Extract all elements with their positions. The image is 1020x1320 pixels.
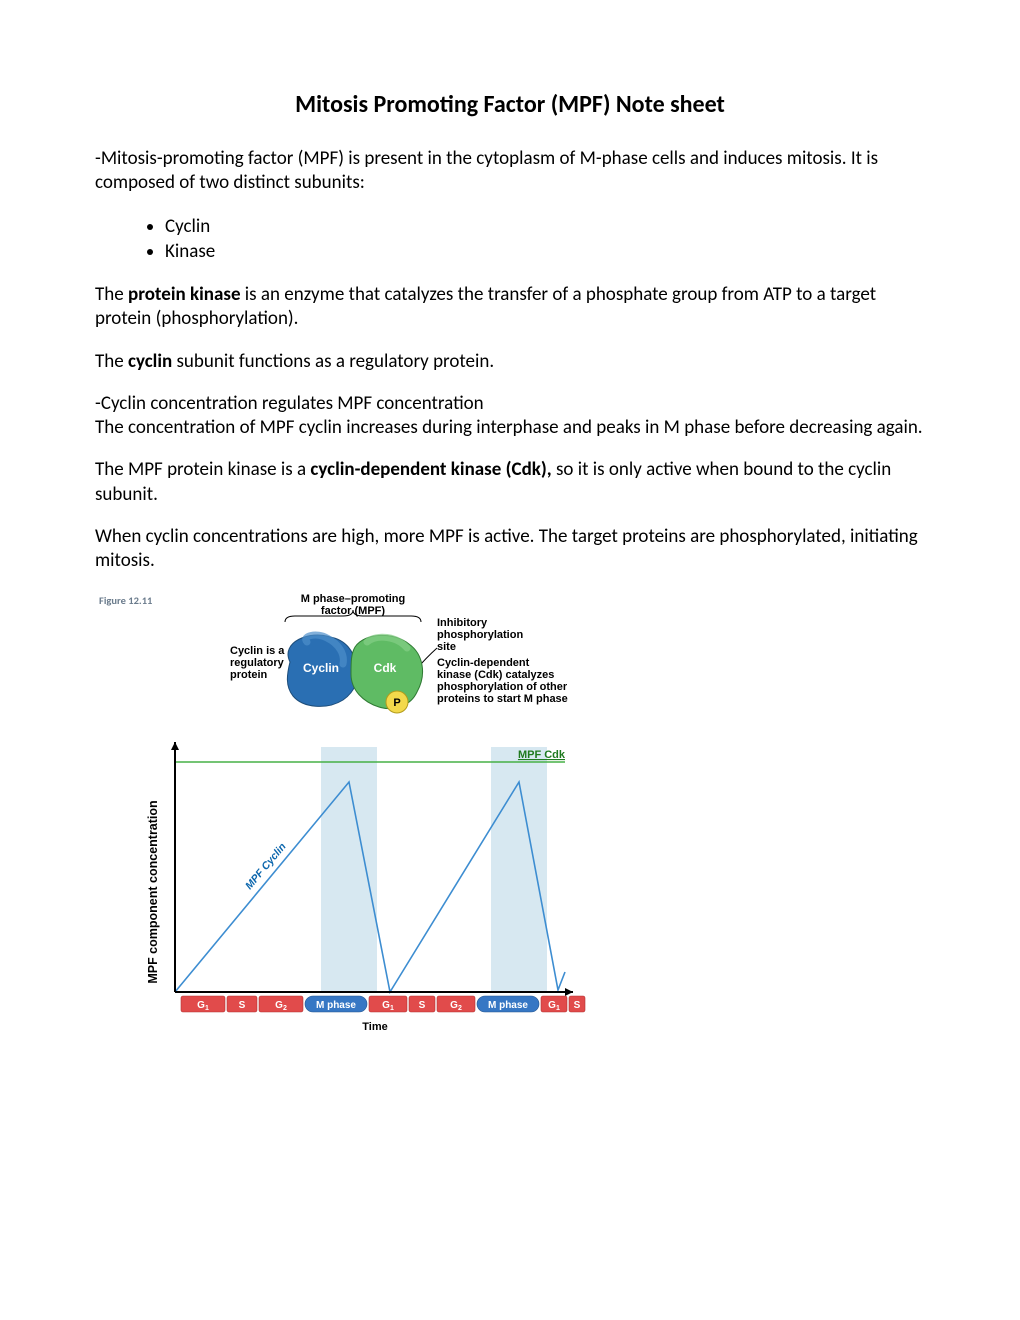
cdk-legend: MPF Cdk bbox=[518, 749, 566, 761]
svg-text:S: S bbox=[574, 1000, 581, 1011]
mpf-title-2: factor (MPF) bbox=[321, 605, 386, 617]
text: The bbox=[95, 283, 128, 306]
text: The bbox=[95, 350, 128, 373]
x-axis-title: Time bbox=[362, 1021, 387, 1033]
x-axis-arrow-icon bbox=[565, 988, 573, 996]
figure-12-11: Figure 12.11 M phase–promoting factor (M… bbox=[95, 592, 605, 1042]
y-axis-arrow-icon bbox=[171, 742, 179, 750]
list-item: Kinase bbox=[165, 239, 925, 265]
text: The concentration of MPF cyclin increase… bbox=[95, 416, 923, 439]
inhib-label-2: phosphorylation bbox=[437, 629, 523, 641]
text: -Cyclin concentration regulates MPF conc… bbox=[95, 392, 484, 415]
page-title: Mitosis Promoting Factor (MPF) Note shee… bbox=[95, 90, 925, 119]
figure-label: Figure 12.11 bbox=[99, 594, 152, 607]
text: The MPF protein kinase is a bbox=[95, 458, 310, 481]
cyclin-para: The cyclin subunit functions as a regula… bbox=[95, 350, 925, 374]
cyc-reg-2: regulatory bbox=[230, 657, 285, 669]
cdk-desc-2: kinase (Cdk) catalyzes bbox=[437, 669, 554, 681]
y-axis-title: MPF component concentration bbox=[146, 800, 160, 983]
list-item: Cyclin bbox=[165, 214, 925, 240]
final-para: When cyclin concentrations are high, mor… bbox=[95, 525, 925, 574]
text: subunit functions as a regulatory protei… bbox=[172, 350, 494, 373]
cdk-desc-1: Cyclin-dependent bbox=[437, 657, 530, 669]
svg-text:M phase: M phase bbox=[316, 1000, 356, 1011]
subunit-list: Cyclin Kinase bbox=[95, 214, 925, 265]
kinase-para: The protein kinase is an enzyme that cat… bbox=[95, 283, 925, 332]
bold-term: cyclin-dependent kinase (Cdk), bbox=[310, 458, 551, 481]
svg-text:S: S bbox=[239, 1000, 246, 1011]
svg-text:M phase: M phase bbox=[488, 1000, 528, 1011]
p-label: P bbox=[393, 697, 400, 709]
cdk-label: Cdk bbox=[374, 661, 397, 675]
svg-text:S: S bbox=[419, 1000, 426, 1011]
cyc-reg-3: protein bbox=[230, 669, 268, 681]
intro-para: -Mitosis-promoting factor (MPF) is prese… bbox=[95, 147, 925, 196]
mpf-title-1: M phase–promoting bbox=[301, 593, 406, 605]
cyclin-line-label: MPF Cyclin bbox=[243, 841, 289, 892]
mpf-diagram: M phase–promoting factor (MPF) Inhibitor… bbox=[95, 592, 605, 1042]
bold-term: cyclin bbox=[128, 350, 172, 373]
bold-term: protein kinase bbox=[128, 283, 241, 306]
cdk-para: The MPF protein kinase is a cyclin-depen… bbox=[95, 458, 925, 507]
cyclin-label: Cyclin bbox=[303, 661, 339, 675]
cdk-desc-4: proteins to start M phase bbox=[437, 693, 568, 705]
phase-row: G1 S G2 M phase G1 S G2 M phase G1 bbox=[181, 996, 585, 1012]
cdk-desc-3: phosphorylation of other bbox=[437, 681, 568, 693]
p-blob: P bbox=[386, 691, 408, 713]
inhib-label-3: site bbox=[437, 641, 456, 653]
cyc-reg-1: Cyclin is a bbox=[230, 645, 285, 657]
intro-text: -Mitosis-promoting factor (MPF) is prese… bbox=[95, 147, 878, 194]
cyclin-blob: Cyclin bbox=[287, 635, 358, 706]
regulation-para: -Cyclin concentration regulates MPF conc… bbox=[95, 392, 925, 441]
inhib-label-1: Inhibitory bbox=[437, 617, 488, 629]
